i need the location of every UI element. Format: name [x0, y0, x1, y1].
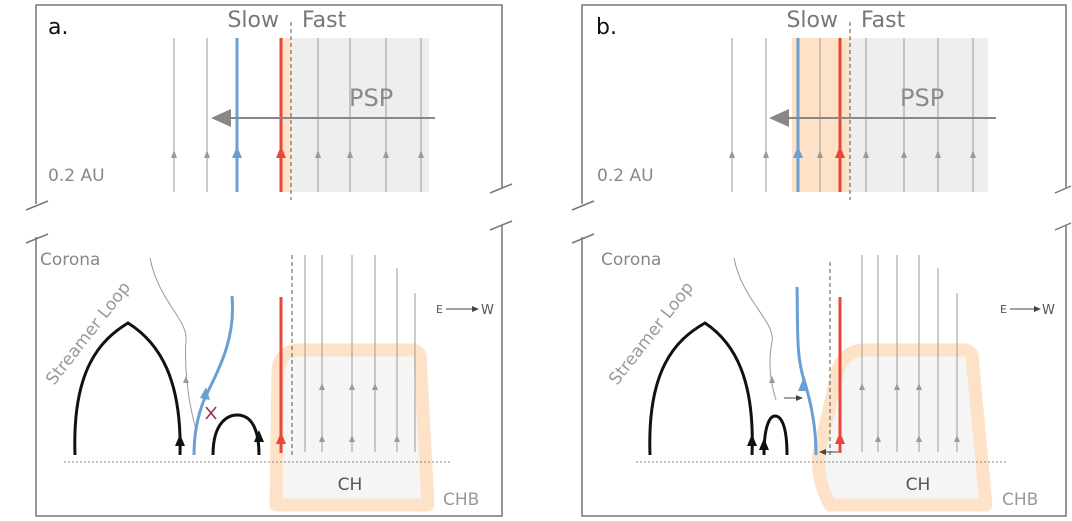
coronal-hole-label: CH [338, 475, 363, 495]
loop-arrow [254, 430, 264, 442]
inflow-arrowhead [819, 449, 826, 455]
panel-frame-bottom [581, 225, 1067, 517]
panel-frame-top [35, 4, 503, 204]
boundary-band [281, 38, 291, 192]
psp-arrowhead [211, 109, 231, 127]
open-field-lines [861, 255, 958, 452]
east-label: E [1000, 303, 1007, 316]
open-field-lines [304, 255, 416, 452]
break-mark [571, 233, 595, 244]
coronal-hole-boundary [811, 343, 993, 512]
psp-label: PSP [900, 84, 944, 112]
field-arrows-top [729, 150, 976, 158]
break-mark [25, 233, 49, 244]
streamer-edge-fieldline [733, 257, 777, 401]
field-lines-top [731, 38, 974, 192]
slow-label: Slow [227, 8, 279, 33]
slow-label: Slow [786, 8, 838, 33]
coronal-hole-label: CH [906, 475, 931, 495]
panel-frame-top [581, 4, 1067, 204]
panel-frame-bottom [35, 225, 503, 517]
streamer-loop [73, 321, 182, 456]
boundary-label: CHB [443, 490, 479, 510]
break-mark [489, 220, 513, 231]
distance-label: 0.2 AU [48, 166, 105, 186]
break-mark [571, 200, 595, 211]
psp-arrowhead [769, 109, 789, 127]
direction-arrowhead [1034, 306, 1041, 312]
slow-arrow [232, 146, 242, 158]
loop-arrow [759, 438, 769, 450]
loop-arrow [747, 434, 757, 446]
fast-wind-region [848, 38, 988, 192]
fast-label: Fast [302, 8, 347, 33]
psp-label: PSP [349, 84, 393, 112]
streamer-loop-label: Streamer Loop [42, 278, 135, 389]
west-label: W [1042, 303, 1055, 318]
inflow-arrowhead [796, 395, 803, 401]
direction-arrowhead [472, 306, 479, 312]
field-lines-top [173, 38, 422, 192]
west-label: W [481, 303, 494, 318]
fast-label: Fast [861, 8, 906, 33]
boundary-label: CHB [1002, 490, 1038, 510]
open-field-arrows [319, 383, 400, 442]
streamer-edge-fieldline [149, 257, 197, 431]
streamer-loop-label: Streamer Loop [605, 278, 698, 389]
distance-label: 0.2 AU [597, 166, 654, 186]
panel-b: b. Slow Fast PSP 0.2 AU [571, 4, 1072, 517]
corona-label: Corona [601, 250, 661, 270]
open-field-arrows [859, 383, 960, 442]
loop-arrow [175, 434, 185, 446]
panel-a: a. Slow Fast PSP 0.2 AU [25, 4, 513, 517]
field-arrows-top [171, 150, 424, 158]
east-label: E [436, 303, 443, 316]
slow-arrow [793, 146, 803, 158]
panel-letter: a. [48, 15, 68, 40]
break-mark [489, 183, 513, 194]
fast-arrow [835, 146, 845, 158]
fast-arrow [276, 432, 286, 444]
slow-arrow [200, 387, 210, 400]
break-mark [25, 200, 49, 211]
small-closed-loop [762, 414, 789, 456]
break-mark [1054, 185, 1072, 194]
break-mark [1054, 222, 1072, 231]
panel-letter: b. [596, 15, 617, 40]
field-arrow [183, 376, 189, 383]
fast-arrow [835, 432, 845, 444]
fast-arrow [276, 146, 286, 158]
fast-wind-region [289, 38, 429, 192]
slow-wind-fieldline-bottom [192, 295, 235, 456]
small-closed-loop [211, 413, 261, 456]
slow-wind-fieldline-bottom [795, 286, 818, 456]
corona-label: Corona [40, 250, 100, 270]
reconnection-cross-icon [205, 406, 217, 420]
slow-arrow [798, 379, 808, 391]
field-arrow [769, 376, 775, 383]
streamer-loop [648, 321, 754, 456]
